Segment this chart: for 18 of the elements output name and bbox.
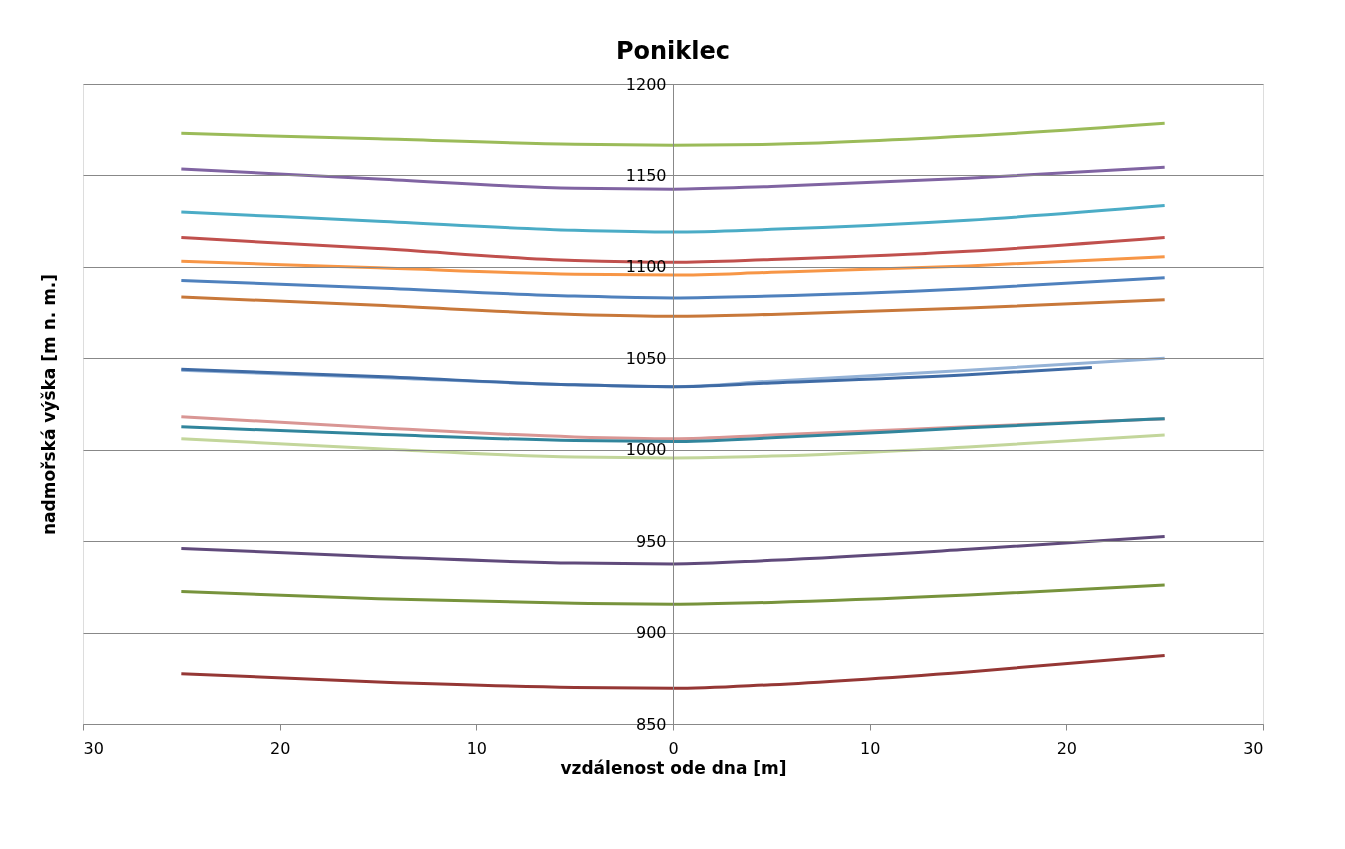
y-tick-label: 1100: [625, 257, 667, 277]
y-tick-label: 1000: [625, 440, 667, 460]
chart-title: Poniklec: [615, 37, 731, 65]
y-tick-label: 850: [635, 714, 667, 734]
x-axis-title: vzdálenost ode dna [m]: [560, 757, 787, 778]
x-tick-label: 30: [83, 738, 104, 758]
y-axis-title: nadmořská výška [m n. m.]: [38, 273, 59, 536]
y-tick-label: 1200: [625, 74, 667, 94]
y-tick-label: 1150: [625, 165, 667, 185]
x-tick-label: 0: [668, 738, 679, 758]
y-tick-label: 950: [635, 531, 667, 551]
x-tick-label: 20: [269, 738, 291, 758]
y-tick-label: 1050: [625, 348, 667, 368]
x-tick-label: 10: [466, 738, 488, 758]
x-tick-label: 10: [859, 738, 881, 758]
x-tick-label: 30: [1243, 738, 1264, 758]
x-tick-label: 20: [1056, 738, 1078, 758]
y-tick-label: 900: [635, 623, 667, 643]
